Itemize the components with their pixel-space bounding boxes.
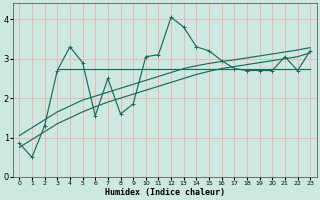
X-axis label: Humidex (Indice chaleur): Humidex (Indice chaleur)	[105, 188, 225, 197]
